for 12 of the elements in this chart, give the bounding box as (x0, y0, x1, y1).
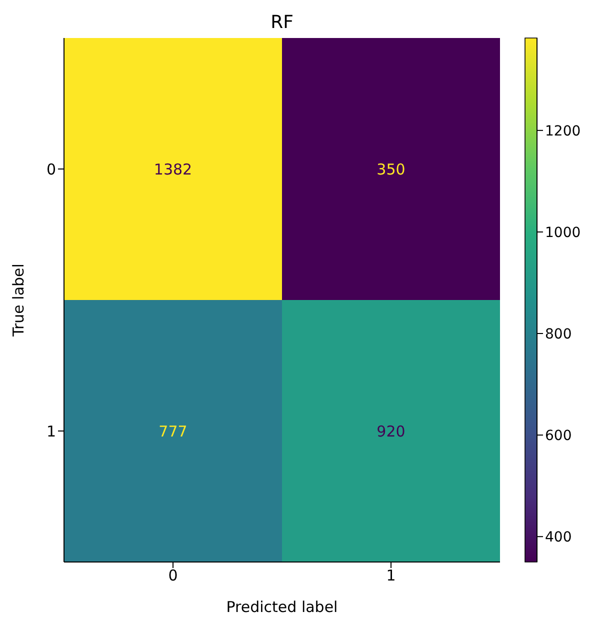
y-axis-title: True label (9, 264, 28, 338)
data-label: 350 (376, 160, 406, 178)
data-label: 1382 (154, 160, 192, 178)
color-bar-label: 1000 (545, 224, 581, 241)
color-bar-label: 1200 (545, 123, 581, 140)
data-label: 920 (376, 422, 406, 440)
color-bar-label: 600 (545, 428, 572, 444)
data-label: 777 (158, 422, 188, 440)
x-axis-title: Predicted label (226, 598, 338, 616)
color-bar-label: 800 (545, 326, 572, 342)
color-bar-label: 400 (545, 530, 572, 546)
chart-title: RF (270, 12, 294, 33)
